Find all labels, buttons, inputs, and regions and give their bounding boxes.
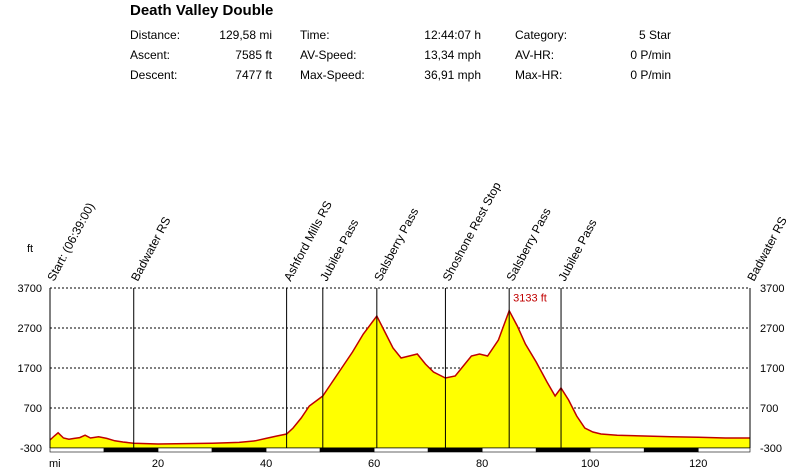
waypoint-label: Jubilee Pass [555, 217, 599, 284]
page-title: Death Valley Double [130, 2, 274, 19]
x-scale-segment [535, 447, 591, 453]
waypoint-label: Salsberry Pass [503, 206, 553, 284]
y-tick-label-left: 3700 [18, 283, 42, 295]
distance-value: 129,58 mi [219, 28, 272, 42]
max-speed-label: Max-Speed: [300, 68, 365, 82]
waypoint-label: Salsberry Pass [371, 206, 421, 284]
y-tick-label-right: -300 [760, 443, 782, 455]
max-hr-label: Max-HR: [515, 68, 563, 82]
y-tick-label-left: 700 [24, 403, 42, 415]
stats-column-3: Category: 5 Star AV-HR: 0 P/min Max-HR: … [515, 25, 671, 87]
y-axis-label: ft [27, 243, 33, 255]
x-scale-segment [49, 447, 105, 453]
ascent-label: Ascent: [130, 48, 171, 62]
x-scale-segment [427, 447, 483, 453]
max-hr-value: 0 P/min [630, 68, 671, 82]
x-scale-segment [697, 447, 751, 453]
y-tick-label-left: -300 [20, 443, 42, 455]
x-scale-segment [265, 447, 321, 453]
x-tick-label: 60 [368, 458, 380, 470]
y-tick-label-left: 2700 [18, 323, 42, 335]
x-scale-segment [643, 447, 699, 453]
x-scale-segment [157, 447, 213, 453]
y-tick-label-left: 1700 [18, 363, 42, 375]
x-tick-label: 20 [152, 458, 164, 470]
av-speed-label: AV-Speed: [300, 48, 357, 62]
av-hr-label: AV-HR: [515, 48, 555, 62]
x-tick-label: 120 [689, 458, 707, 470]
time-label: Time: [300, 28, 330, 42]
x-scale-segment [373, 447, 429, 453]
x-tick-label: 40 [260, 458, 272, 470]
x-axis-label: mi [49, 458, 61, 470]
waypoint-label: Start: (06:39:00) [44, 200, 97, 283]
waypoint-label: Shoshone Rest Stop [440, 179, 504, 283]
x-tick-label: 80 [476, 458, 488, 470]
elevation-area [50, 310, 750, 448]
x-tick-label: 100 [581, 458, 599, 470]
waypoint-label: Jubilee Pass [317, 217, 361, 284]
ascent-value: 7585 ft [235, 48, 272, 62]
x-scale-segment [103, 447, 159, 453]
distance-label: Distance: [130, 28, 181, 42]
av-speed-value: 13,34 mph [424, 48, 481, 62]
av-hr-value: 0 P/min [630, 48, 671, 62]
x-scale-segment [319, 447, 375, 453]
time-value: 12:44:07 h [424, 28, 481, 42]
category-label: Category: [515, 28, 568, 42]
category-value: 5 Star [638, 28, 671, 42]
waypoint-label: Badwater RS [744, 214, 790, 283]
y-tick-label-right: 1700 [760, 363, 784, 375]
elevation-line [49, 308, 750, 445]
x-scale-segment [481, 447, 537, 453]
x-scale-segment [211, 447, 267, 453]
x-scale-segment [589, 447, 645, 453]
descent-label: Descent: [130, 68, 178, 82]
max-elevation-label: 3133 ft [513, 293, 547, 305]
waypoint-label: Badwater RS [128, 214, 174, 283]
max-speed-value: 36,91 mph [424, 68, 481, 82]
stats-column-2: Time: 12:44:07 h AV-Speed: 13,34 mph Max… [300, 25, 481, 87]
y-tick-label-right: 700 [760, 403, 778, 415]
stats-column-1: Distance: 129,58 mi Ascent: 7585 ft Desc… [130, 25, 272, 87]
y-tick-label-right: 2700 [760, 323, 784, 335]
descent-value: 7477 ft [235, 68, 272, 82]
y-tick-label-right: 3700 [760, 283, 784, 295]
